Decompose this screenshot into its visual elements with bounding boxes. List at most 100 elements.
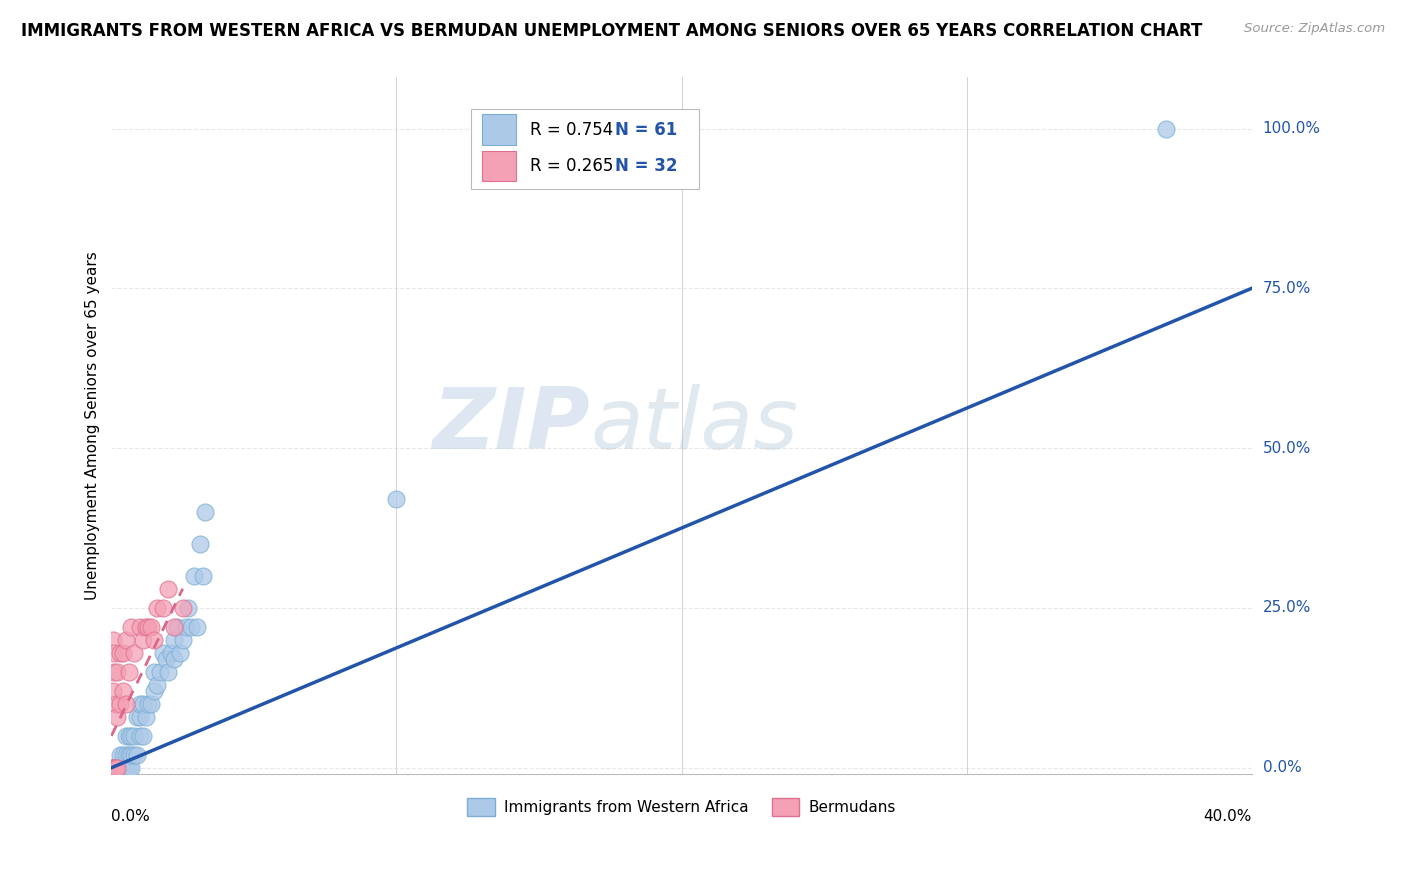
Point — [111, 761, 134, 775]
Text: N = 32: N = 32 — [616, 157, 678, 175]
Point — [105, 761, 128, 775]
Point — [111, 747, 134, 762]
Point — [114, 632, 136, 647]
Text: IMMIGRANTS FROM WESTERN AFRICA VS BERMUDAN UNEMPLOYMENT AMONG SENIORS OVER 65 YE: IMMIGRANTS FROM WESTERN AFRICA VS BERMUD… — [21, 22, 1202, 40]
Point — [111, 761, 134, 775]
Point — [143, 665, 166, 679]
Point — [105, 761, 128, 775]
Point — [138, 620, 160, 634]
Point — [101, 761, 124, 775]
Point — [117, 761, 139, 775]
Point — [191, 569, 214, 583]
Point — [105, 761, 128, 775]
Point — [163, 620, 186, 634]
Point — [105, 761, 128, 775]
Point — [172, 632, 194, 647]
Point — [103, 646, 125, 660]
Point — [117, 747, 139, 762]
Point — [183, 569, 205, 583]
Point — [120, 729, 142, 743]
Point — [114, 747, 136, 762]
Point — [152, 601, 174, 615]
Point — [166, 620, 188, 634]
Text: 25.0%: 25.0% — [1263, 600, 1310, 615]
Point — [114, 761, 136, 775]
Point — [114, 729, 136, 743]
Text: 40.0%: 40.0% — [1204, 809, 1251, 824]
Point — [152, 646, 174, 660]
Point — [122, 729, 145, 743]
Point — [135, 620, 157, 634]
Point — [120, 761, 142, 775]
Point — [146, 678, 169, 692]
Text: atlas: atlas — [591, 384, 799, 467]
Point — [138, 697, 160, 711]
Point — [120, 747, 142, 762]
Point — [122, 646, 145, 660]
Text: R = 0.754: R = 0.754 — [530, 120, 613, 138]
Point — [385, 492, 408, 507]
Point — [103, 761, 125, 775]
Text: 75.0%: 75.0% — [1263, 281, 1310, 296]
Point — [101, 761, 124, 775]
Point — [146, 601, 169, 615]
Point — [129, 709, 152, 723]
Point — [143, 632, 166, 647]
Point — [180, 620, 202, 634]
Text: Source: ZipAtlas.com: Source: ZipAtlas.com — [1244, 22, 1385, 36]
Point — [108, 761, 131, 775]
Point — [129, 620, 152, 634]
Point — [143, 684, 166, 698]
Point — [169, 646, 191, 660]
Point — [163, 632, 186, 647]
Point — [125, 747, 148, 762]
Point — [1154, 121, 1177, 136]
Point — [111, 684, 134, 698]
Point — [135, 709, 157, 723]
Point — [101, 761, 124, 775]
Point — [132, 697, 155, 711]
Point — [132, 632, 155, 647]
Point — [141, 620, 163, 634]
FancyBboxPatch shape — [482, 151, 516, 181]
Point — [172, 601, 194, 615]
Point — [104, 761, 127, 775]
Text: N = 61: N = 61 — [616, 120, 678, 138]
Text: 50.0%: 50.0% — [1263, 441, 1310, 456]
Point — [103, 761, 125, 775]
Point — [108, 697, 131, 711]
Point — [132, 729, 155, 743]
Point — [129, 729, 152, 743]
Point — [117, 729, 139, 743]
Point — [174, 620, 197, 634]
Point — [103, 761, 125, 775]
FancyBboxPatch shape — [482, 114, 516, 145]
Point — [108, 747, 131, 762]
Point — [163, 652, 186, 666]
Point — [114, 761, 136, 775]
Point — [155, 652, 177, 666]
Point — [157, 582, 180, 596]
Point — [149, 665, 172, 679]
Point — [105, 709, 128, 723]
Point — [129, 697, 152, 711]
Point — [108, 646, 131, 660]
Point — [103, 665, 125, 679]
Point — [117, 665, 139, 679]
Text: R = 0.265: R = 0.265 — [530, 157, 613, 175]
Point — [188, 537, 211, 551]
Point — [157, 665, 180, 679]
Point — [101, 632, 124, 647]
Point — [104, 761, 127, 775]
Point — [120, 620, 142, 634]
Point — [108, 761, 131, 775]
Point — [141, 697, 163, 711]
Point — [108, 761, 131, 775]
FancyBboxPatch shape — [471, 109, 699, 189]
Point — [105, 665, 128, 679]
Point — [194, 505, 217, 519]
Point — [125, 709, 148, 723]
Y-axis label: Unemployment Among Seniors over 65 years: Unemployment Among Seniors over 65 years — [86, 252, 100, 600]
Text: 0.0%: 0.0% — [111, 809, 150, 824]
Point — [160, 646, 183, 660]
